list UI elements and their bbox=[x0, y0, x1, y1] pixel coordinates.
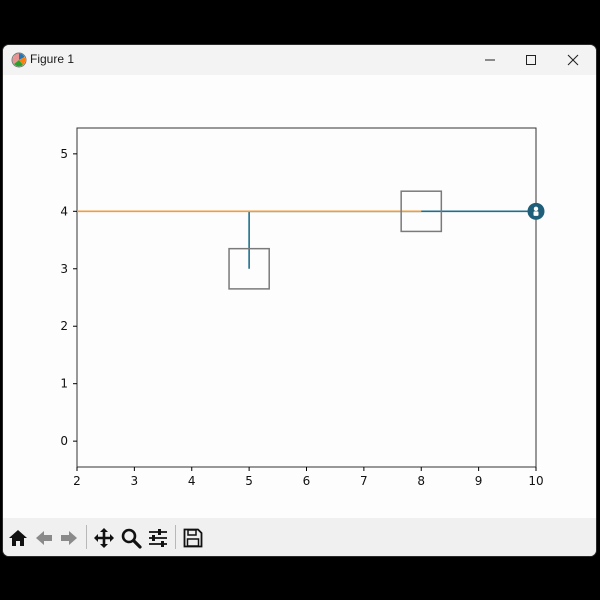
y-tick-label: 2 bbox=[60, 319, 68, 333]
figure-window: Figure 1 2 3 4 5 6 7 8 9 10 0 1 2 3 4 5 bbox=[3, 45, 596, 556]
window-title: Figure 1 bbox=[30, 52, 75, 66]
x-tick-label: 2 bbox=[73, 474, 81, 488]
x-tick-label: 5 bbox=[245, 474, 253, 488]
maximize-icon bbox=[526, 55, 536, 65]
close-icon bbox=[567, 54, 579, 66]
home-button[interactable] bbox=[6, 526, 30, 550]
x-tick-label: 10 bbox=[528, 474, 543, 488]
toolbar-separator bbox=[175, 525, 176, 549]
plot-svg[interactable]: 2 3 4 5 6 7 8 9 10 0 1 2 3 4 5 bbox=[3, 75, 596, 518]
x-tick-label: 6 bbox=[303, 474, 311, 488]
move-arrows-icon bbox=[94, 528, 114, 548]
y-tick-label: 3 bbox=[60, 262, 68, 276]
close-button[interactable] bbox=[551, 45, 595, 75]
matplotlib-figure-icon bbox=[11, 52, 27, 68]
home-icon bbox=[9, 530, 27, 546]
y-tick-label: 0 bbox=[60, 434, 68, 448]
arrow-right-icon bbox=[61, 531, 77, 545]
x-tick-label: 9 bbox=[475, 474, 483, 488]
square-marker-2 bbox=[400, 190, 443, 233]
title-bar[interactable]: Figure 1 bbox=[3, 45, 596, 75]
save-button[interactable] bbox=[181, 526, 205, 550]
configure-subplots-button[interactable] bbox=[146, 526, 170, 550]
arrow-left-icon bbox=[36, 531, 52, 545]
figure-canvas[interactable]: 2 3 4 5 6 7 8 9 10 0 1 2 3 4 5 bbox=[3, 75, 596, 518]
navigation-toolbar bbox=[3, 518, 596, 556]
zoom-button[interactable] bbox=[119, 526, 143, 550]
minimize-button[interactable] bbox=[468, 45, 512, 75]
robot-marker-body bbox=[533, 211, 539, 216]
x-tick-label: 8 bbox=[417, 474, 425, 488]
toolbar-separator bbox=[86, 525, 87, 549]
series-line-1 bbox=[248, 210, 536, 269]
maximize-button[interactable] bbox=[509, 45, 553, 75]
back-button[interactable] bbox=[32, 526, 56, 550]
square-marker-1 bbox=[228, 247, 270, 290]
floppy-disk-icon bbox=[183, 528, 203, 548]
minimize-icon bbox=[485, 59, 495, 61]
magnifier-icon bbox=[121, 528, 142, 549]
robot-marker-head bbox=[533, 206, 539, 212]
y-tick-label: 4 bbox=[60, 204, 68, 218]
x-tick-label: 7 bbox=[360, 474, 368, 488]
forward-button[interactable] bbox=[57, 526, 81, 550]
sliders-icon bbox=[149, 529, 167, 547]
x-tick-label: 4 bbox=[188, 474, 196, 488]
y-tick-label: 1 bbox=[60, 377, 68, 391]
x-tick-label: 3 bbox=[131, 474, 139, 488]
axes-frame bbox=[76, 127, 537, 468]
pan-button[interactable] bbox=[92, 526, 116, 550]
y-tick-label: 5 bbox=[60, 147, 68, 161]
